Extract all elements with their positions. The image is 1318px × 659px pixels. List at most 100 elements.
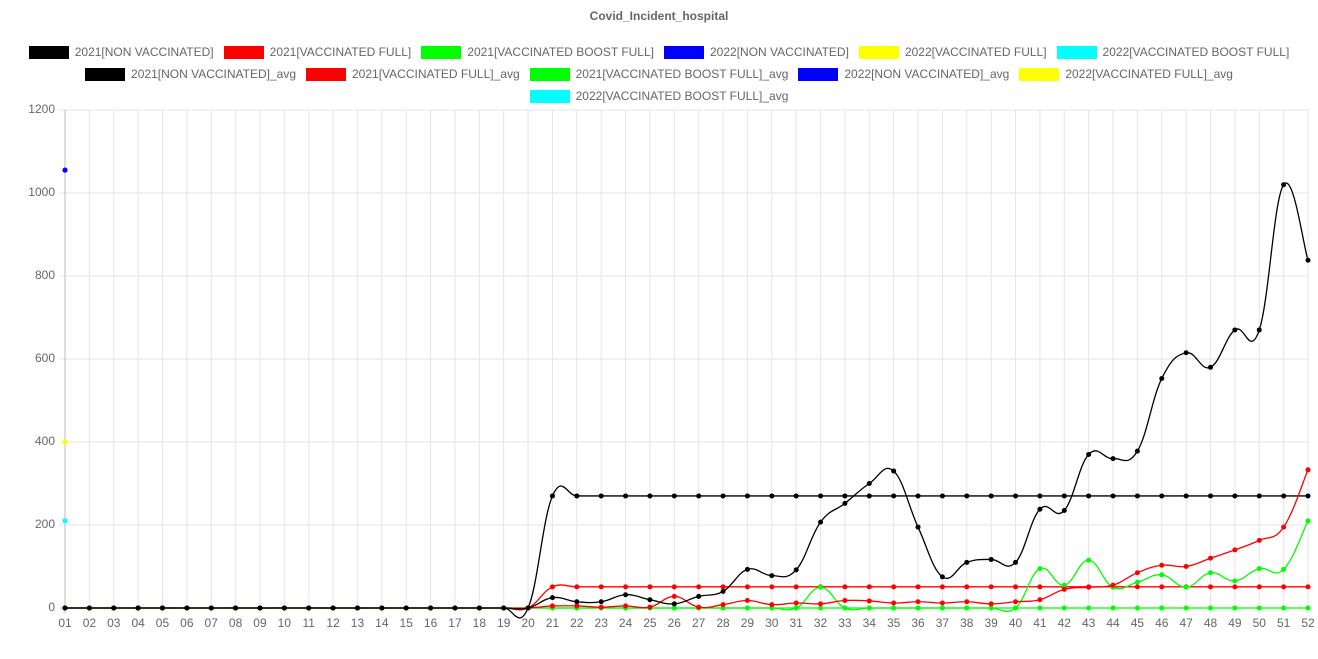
data-point [1013,584,1019,590]
data-point [1305,518,1311,524]
data-point [1208,364,1214,370]
x-tick-label: 34 [863,616,877,630]
data-point [964,584,970,590]
data-point [1037,584,1043,590]
data-point [1256,566,1262,572]
data-point [1305,467,1311,473]
x-tick-label: 20 [521,616,535,630]
data-point [891,600,897,606]
data-point [915,524,921,530]
legend-swatch [1019,67,1060,81]
data-point [939,584,945,590]
data-point [1134,605,1140,611]
data-point [818,519,824,525]
data-point [428,605,434,611]
data-point [988,605,994,611]
legend-item[interactable]: 2021[NON VACCINATED] [28,45,214,59]
data-point [1256,493,1262,499]
legend-swatch [1056,45,1097,59]
data-point [208,605,214,611]
chart-title: Covid_Incident_hospital [590,9,729,23]
x-tick-label: 19 [497,616,511,630]
data-point [1086,451,1092,457]
data-point [1134,493,1140,499]
data-point [866,605,872,611]
x-tick-label: 06 [180,616,194,630]
data-point [793,493,799,499]
legend-item[interactable]: 2021[VACCINATED BOOST FULL]_avg [529,67,788,81]
x-tick-label: 17 [448,616,462,630]
data-point [1281,566,1287,572]
legend-item[interactable]: 2021[VACCINATED FULL] [223,45,411,59]
data-point [1061,507,1067,513]
data-point [1061,493,1067,499]
x-tick-label: 25 [643,616,657,630]
legend-item[interactable]: 2021[VACCINATED BOOST FULL] [421,45,654,59]
data-point [1037,506,1043,512]
data-point [793,605,799,611]
legend-label: 2021[NON VACCINATED]_avg [131,67,296,81]
legend-label: 2021[VACCINATED FULL]_avg [352,67,520,81]
data-point [1183,564,1189,569]
data-point [233,605,239,611]
data-point [988,493,994,499]
legend-item[interactable]: 2022[NON VACCINATED] [664,45,849,59]
legend-item[interactable]: 2021[VACCINATED FULL]_avg [306,67,520,81]
legend-row: 2021[NON VACCINATED]_avg 2021[VACCINATED … [0,63,1318,85]
legend-item[interactable]: 2022[VACCINATED FULL]_avg [1019,67,1233,81]
data-point [1037,566,1043,572]
data-point [111,605,117,611]
data-point [964,605,970,611]
legend-row: 2022[VACCINATED BOOST FULL]_avg [0,85,1318,107]
data-point [915,584,921,590]
data-point [866,493,872,499]
data-point [1013,599,1019,605]
y-tick-label: 0 [48,600,55,614]
data-point [1281,605,1287,611]
y-tick-label: 400 [35,434,55,448]
data-point [62,605,68,611]
x-tick-label: 24 [619,616,633,630]
x-tick-label: 07 [205,616,219,630]
data-point [720,493,726,499]
series-line [64,485,1308,619]
data-point [379,605,385,611]
series-line [64,520,1309,613]
x-tick-label: 37 [936,616,950,630]
data-point [988,584,994,590]
x-tick-label: 09 [253,616,267,630]
legend-item[interactable]: 2022[VACCINATED FULL] [858,45,1047,59]
data-point [696,584,702,590]
legend-item[interactable]: 2022[VACCINATED BOOST FULL] [1056,45,1289,59]
data-point [866,481,872,486]
x-tick-label: 14 [375,616,389,630]
legend-item[interactable]: 2022[NON VACCINATED]_avg [798,67,1009,81]
data-point [1159,376,1165,382]
data-point [549,603,555,609]
x-tick-label: 42 [1058,616,1072,630]
data-point [793,567,799,573]
data-point [769,493,775,499]
data-point [891,584,897,590]
data-point [696,593,702,599]
legend-item[interactable]: 2021[NON VACCINATED]_avg [85,67,296,81]
x-tick-label: 23 [595,616,609,630]
data-point [623,592,629,598]
legend-label: 2021[VACCINATED BOOST FULL] [467,45,654,59]
data-point [1086,584,1092,590]
data-point [647,604,653,610]
data-point [988,601,994,607]
data-point [1281,182,1287,188]
x-tick-label: 32 [814,616,828,630]
data-point [1159,562,1165,568]
x-tick-label: 38 [960,616,974,630]
data-point [964,599,970,605]
data-point [1305,584,1311,590]
data-point [939,493,945,499]
y-tick-label: 600 [35,351,55,365]
data-point [744,566,750,572]
legend-label: 2022[VACCINATED BOOST FULL]_avg [575,89,789,103]
legend-item[interactable]: 2022[VACCINATED BOOST FULL]_avg [529,89,789,103]
legend-swatch [28,45,69,59]
data-point [671,593,677,599]
